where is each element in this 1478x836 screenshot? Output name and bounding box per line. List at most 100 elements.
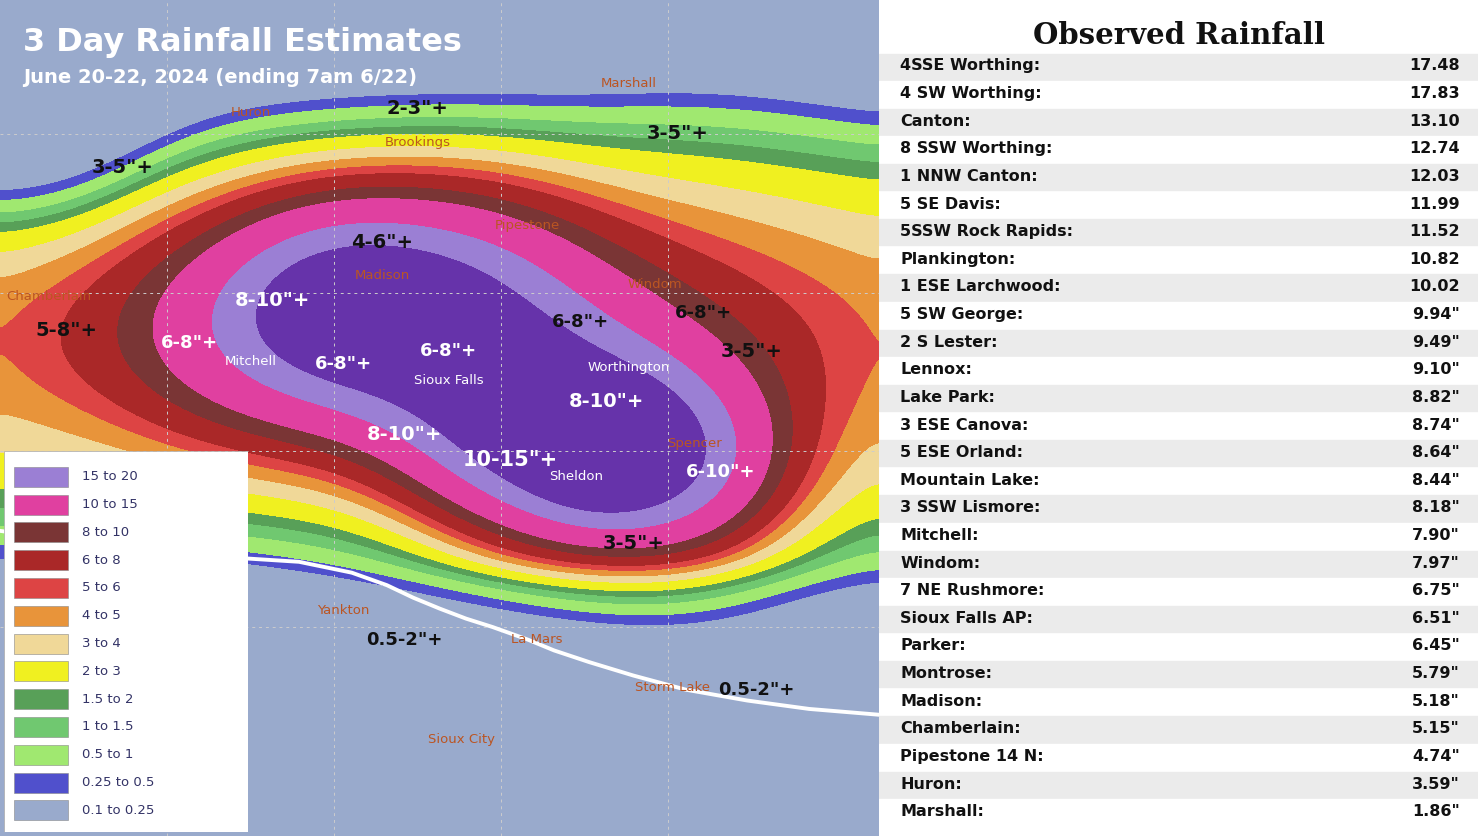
Text: Windom:: Windom: bbox=[900, 556, 980, 571]
Text: 5 SE Davis:: 5 SE Davis: bbox=[900, 196, 1001, 212]
Bar bbox=[15, 717, 68, 737]
Text: 1 ESE Larchwood:: 1 ESE Larchwood: bbox=[900, 279, 1061, 294]
Text: 4SSE Worthing:: 4SSE Worthing: bbox=[900, 59, 1041, 74]
Text: June 20-22, 2024 (ending 7am 6/22): June 20-22, 2024 (ending 7am 6/22) bbox=[22, 69, 417, 87]
Text: 1 NNW Canton:: 1 NNW Canton: bbox=[900, 169, 1038, 184]
Text: Chamberlain: Chamberlain bbox=[6, 290, 92, 303]
Text: 9.10": 9.10" bbox=[1413, 362, 1460, 377]
Text: 7.97": 7.97" bbox=[1413, 556, 1460, 571]
Text: 8.82": 8.82" bbox=[1413, 390, 1460, 405]
Text: 8.74": 8.74" bbox=[1413, 417, 1460, 432]
Text: 9.49": 9.49" bbox=[1413, 334, 1460, 349]
Text: 6-8"+: 6-8"+ bbox=[315, 354, 371, 373]
Text: 4 SW Worthing:: 4 SW Worthing: bbox=[900, 86, 1042, 101]
Text: Plankington:: Plankington: bbox=[900, 252, 1015, 267]
Bar bbox=[15, 800, 68, 820]
Bar bbox=[879, 302, 1478, 329]
Text: 6 to 8: 6 to 8 bbox=[83, 553, 121, 567]
Text: O'Neill: O'Neill bbox=[98, 650, 140, 663]
Bar bbox=[879, 523, 1478, 549]
Bar bbox=[879, 385, 1478, 411]
Text: 0.1 to 0.25: 0.1 to 0.25 bbox=[83, 803, 155, 817]
Text: 12.74: 12.74 bbox=[1410, 141, 1460, 156]
Text: 8.64": 8.64" bbox=[1413, 445, 1460, 460]
Text: 3-5"+: 3-5"+ bbox=[721, 342, 783, 360]
Text: Sheldon: Sheldon bbox=[548, 470, 603, 483]
Text: Madison: Madison bbox=[355, 269, 411, 283]
Text: 8.44": 8.44" bbox=[1413, 472, 1460, 487]
Bar bbox=[879, 81, 1478, 107]
Text: 3-5"+: 3-5"+ bbox=[92, 158, 154, 176]
Text: Sioux City: Sioux City bbox=[429, 733, 495, 747]
Text: 12.03: 12.03 bbox=[1410, 169, 1460, 184]
Text: Lennox:: Lennox: bbox=[900, 362, 973, 377]
Text: 17.83: 17.83 bbox=[1410, 86, 1460, 101]
Bar bbox=[879, 689, 1478, 715]
Bar bbox=[879, 772, 1478, 798]
Text: 4-6"+: 4-6"+ bbox=[352, 233, 414, 252]
Text: 8-10"+: 8-10"+ bbox=[235, 292, 310, 310]
Text: 2 S Lester:: 2 S Lester: bbox=[900, 334, 998, 349]
Bar bbox=[15, 634, 68, 654]
Bar bbox=[879, 247, 1478, 273]
Bar bbox=[879, 164, 1478, 191]
Text: 3-5"+: 3-5"+ bbox=[602, 534, 664, 553]
Text: 8 to 10: 8 to 10 bbox=[83, 526, 130, 539]
Text: 1 to 1.5: 1 to 1.5 bbox=[83, 721, 134, 733]
Bar bbox=[879, 661, 1478, 687]
Bar bbox=[879, 329, 1478, 356]
Text: Marshall: Marshall bbox=[600, 77, 656, 90]
Text: Brookings: Brookings bbox=[384, 135, 451, 149]
Text: 2 to 3: 2 to 3 bbox=[83, 665, 121, 678]
Text: 3 SSW Lismore:: 3 SSW Lismore: bbox=[900, 501, 1041, 515]
Bar bbox=[15, 661, 68, 681]
Text: Mitchell: Mitchell bbox=[225, 354, 276, 368]
Text: 11.52: 11.52 bbox=[1410, 224, 1460, 239]
Bar bbox=[879, 54, 1478, 79]
Bar bbox=[879, 799, 1478, 825]
Text: 5 ESE Orland:: 5 ESE Orland: bbox=[900, 445, 1023, 460]
Text: 8 SSW Worthing:: 8 SSW Worthing: bbox=[900, 141, 1052, 156]
Text: Observed Rainfall: Observed Rainfall bbox=[1033, 21, 1324, 50]
Text: Windom: Windom bbox=[628, 278, 683, 291]
Bar bbox=[15, 745, 68, 765]
Text: 10 to 15: 10 to 15 bbox=[83, 498, 139, 511]
Text: 13.10: 13.10 bbox=[1410, 114, 1460, 129]
Bar bbox=[15, 578, 68, 598]
Bar bbox=[879, 219, 1478, 246]
Text: Pipestone 14 N:: Pipestone 14 N: bbox=[900, 749, 1043, 764]
Text: Mountain Lake:: Mountain Lake: bbox=[900, 472, 1041, 487]
Text: 5SSW Rock Rapids:: 5SSW Rock Rapids: bbox=[900, 224, 1073, 239]
Bar bbox=[879, 191, 1478, 218]
Bar bbox=[879, 496, 1478, 522]
Text: 6-8"+: 6-8"+ bbox=[161, 334, 217, 352]
Text: 0.25 to 0.5: 0.25 to 0.5 bbox=[83, 776, 155, 789]
Text: 5.18": 5.18" bbox=[1413, 694, 1460, 709]
Text: 5-8"+: 5-8"+ bbox=[35, 321, 98, 339]
Text: 3 ESE Canova:: 3 ESE Canova: bbox=[900, 417, 1029, 432]
Bar bbox=[15, 772, 68, 793]
Text: 10-15"+: 10-15"+ bbox=[463, 450, 557, 470]
Bar bbox=[879, 716, 1478, 742]
Bar bbox=[879, 634, 1478, 660]
Text: 6-8"+: 6-8"+ bbox=[675, 304, 732, 323]
Bar bbox=[879, 357, 1478, 384]
Text: 4 to 5: 4 to 5 bbox=[83, 609, 121, 622]
Text: 6-10"+: 6-10"+ bbox=[686, 463, 755, 482]
Bar bbox=[879, 413, 1478, 439]
Text: 8-10"+: 8-10"+ bbox=[569, 392, 644, 410]
Text: La Mars: La Mars bbox=[511, 633, 562, 646]
Text: 7 NE Rushmore:: 7 NE Rushmore: bbox=[900, 584, 1045, 599]
Text: 3-5"+: 3-5"+ bbox=[646, 125, 708, 143]
Text: 8-10"+: 8-10"+ bbox=[367, 426, 442, 444]
Text: 17.48: 17.48 bbox=[1410, 59, 1460, 74]
Text: 0.5-2"+: 0.5-2"+ bbox=[367, 630, 443, 649]
Text: Platte: Platte bbox=[152, 474, 191, 487]
Bar bbox=[879, 744, 1478, 770]
Text: 7.90": 7.90" bbox=[1413, 528, 1460, 543]
Text: 9.94": 9.94" bbox=[1413, 307, 1460, 322]
Text: 8.18": 8.18" bbox=[1413, 501, 1460, 515]
Bar bbox=[879, 441, 1478, 466]
Text: 5 to 6: 5 to 6 bbox=[83, 581, 121, 594]
Text: Lake Park:: Lake Park: bbox=[900, 390, 995, 405]
